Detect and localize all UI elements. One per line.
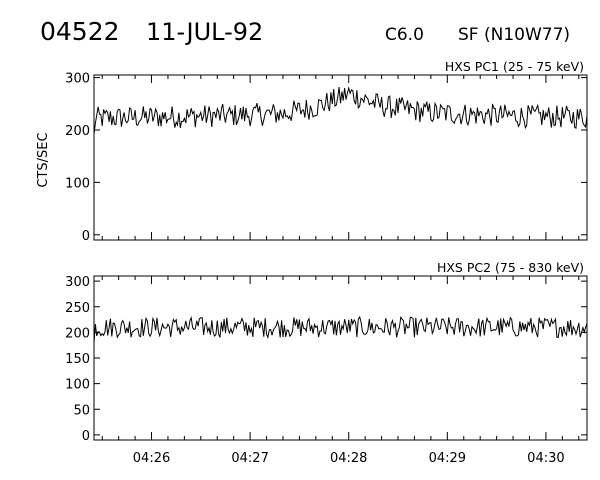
- panel-pc1-y-axis-label: CTS/SEC: [36, 132, 51, 187]
- y-tick-label: 300: [65, 275, 90, 290]
- observation-date: 11-JUL-92: [146, 18, 263, 46]
- panel-pc1-series-line: [93, 86, 588, 135]
- x-tick-label: 04:26: [133, 451, 170, 466]
- y-tick-label: 200: [65, 326, 90, 341]
- y-tick-label: 0: [82, 429, 90, 444]
- panel-pc2-frame: [93, 275, 588, 441]
- panel-pc2-x-ticks: [101, 276, 580, 440]
- y-tick-label: 150: [65, 352, 90, 367]
- event-number: 04522: [40, 17, 120, 46]
- y-tick-label: 100: [65, 378, 90, 393]
- y-tick-label: 300: [65, 72, 90, 87]
- y-tick-label: 0: [82, 229, 90, 244]
- y-tick-label: 100: [65, 176, 90, 191]
- y-tick-label: 250: [65, 301, 90, 316]
- panel-pc1-x-ticks: [101, 75, 580, 240]
- y-tick-label: 50: [73, 403, 90, 418]
- panel-pc2: HXS PC2 (75 - 830 keV) 0 50 100 150 200 250 30…: [65, 260, 588, 444]
- panel-pc1-title: HXS PC1 (25 - 75 keV): [445, 59, 584, 74]
- flare-location: SF (N10W77): [458, 25, 570, 45]
- y-tick-label: 200: [65, 124, 90, 139]
- x-tick-label: 04:29: [429, 451, 466, 466]
- panel-pc2-title: HXS PC2 (75 - 830 keV): [437, 260, 584, 275]
- x-tick-label: 04:30: [527, 451, 564, 466]
- x-axis-tick-labels: 04:26 04:27 04:28 04:29 04:30: [133, 451, 565, 466]
- panel-pc1-frame: [93, 74, 588, 241]
- x-tick-label: 04:28: [330, 451, 367, 466]
- panel-pc2-series-line: [93, 315, 588, 343]
- panel-pc1-y-ticks: 0 100 200 300: [65, 72, 587, 244]
- panel-pc1: HXS PC1 (25 - 75 keV) CTS/SEC 0 100 200 300: [36, 59, 588, 244]
- panel-pc2-y-ticks: 0 50 100 150 200 250 300: [65, 275, 587, 444]
- x-tick-label: 04:27: [231, 451, 268, 466]
- goes-class: C6.0: [385, 25, 424, 45]
